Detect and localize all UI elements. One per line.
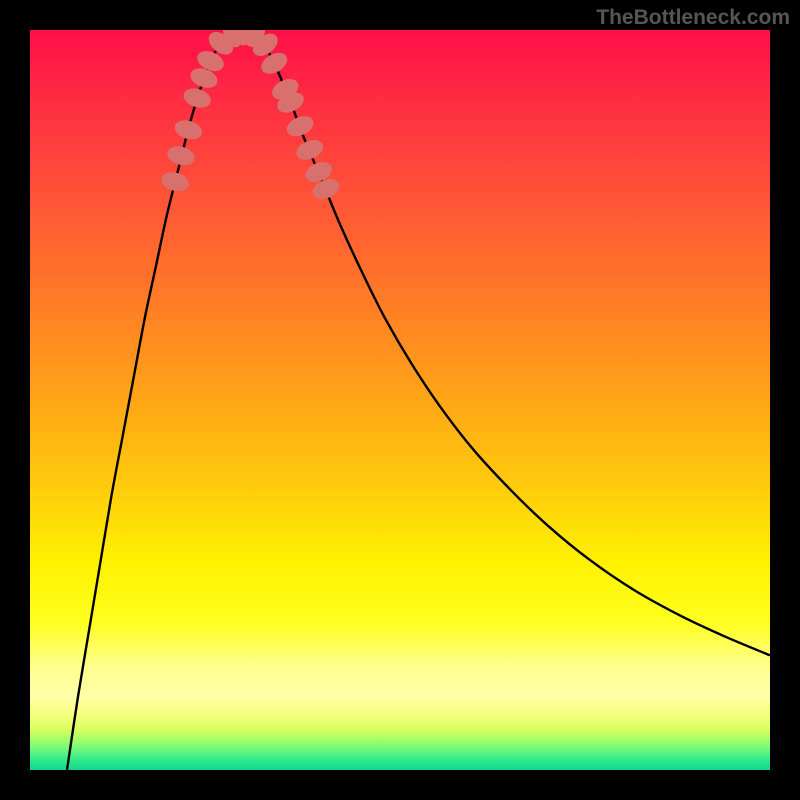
watermark-label: TheBottleneck.com [596,6,790,30]
data-marker [284,112,317,140]
markers-layer [30,30,770,770]
data-marker [172,117,204,142]
data-marker [165,143,197,168]
data-marker [159,169,191,194]
data-marker [181,85,213,111]
data-marker [293,136,326,164]
chart-plot-area [30,30,770,770]
